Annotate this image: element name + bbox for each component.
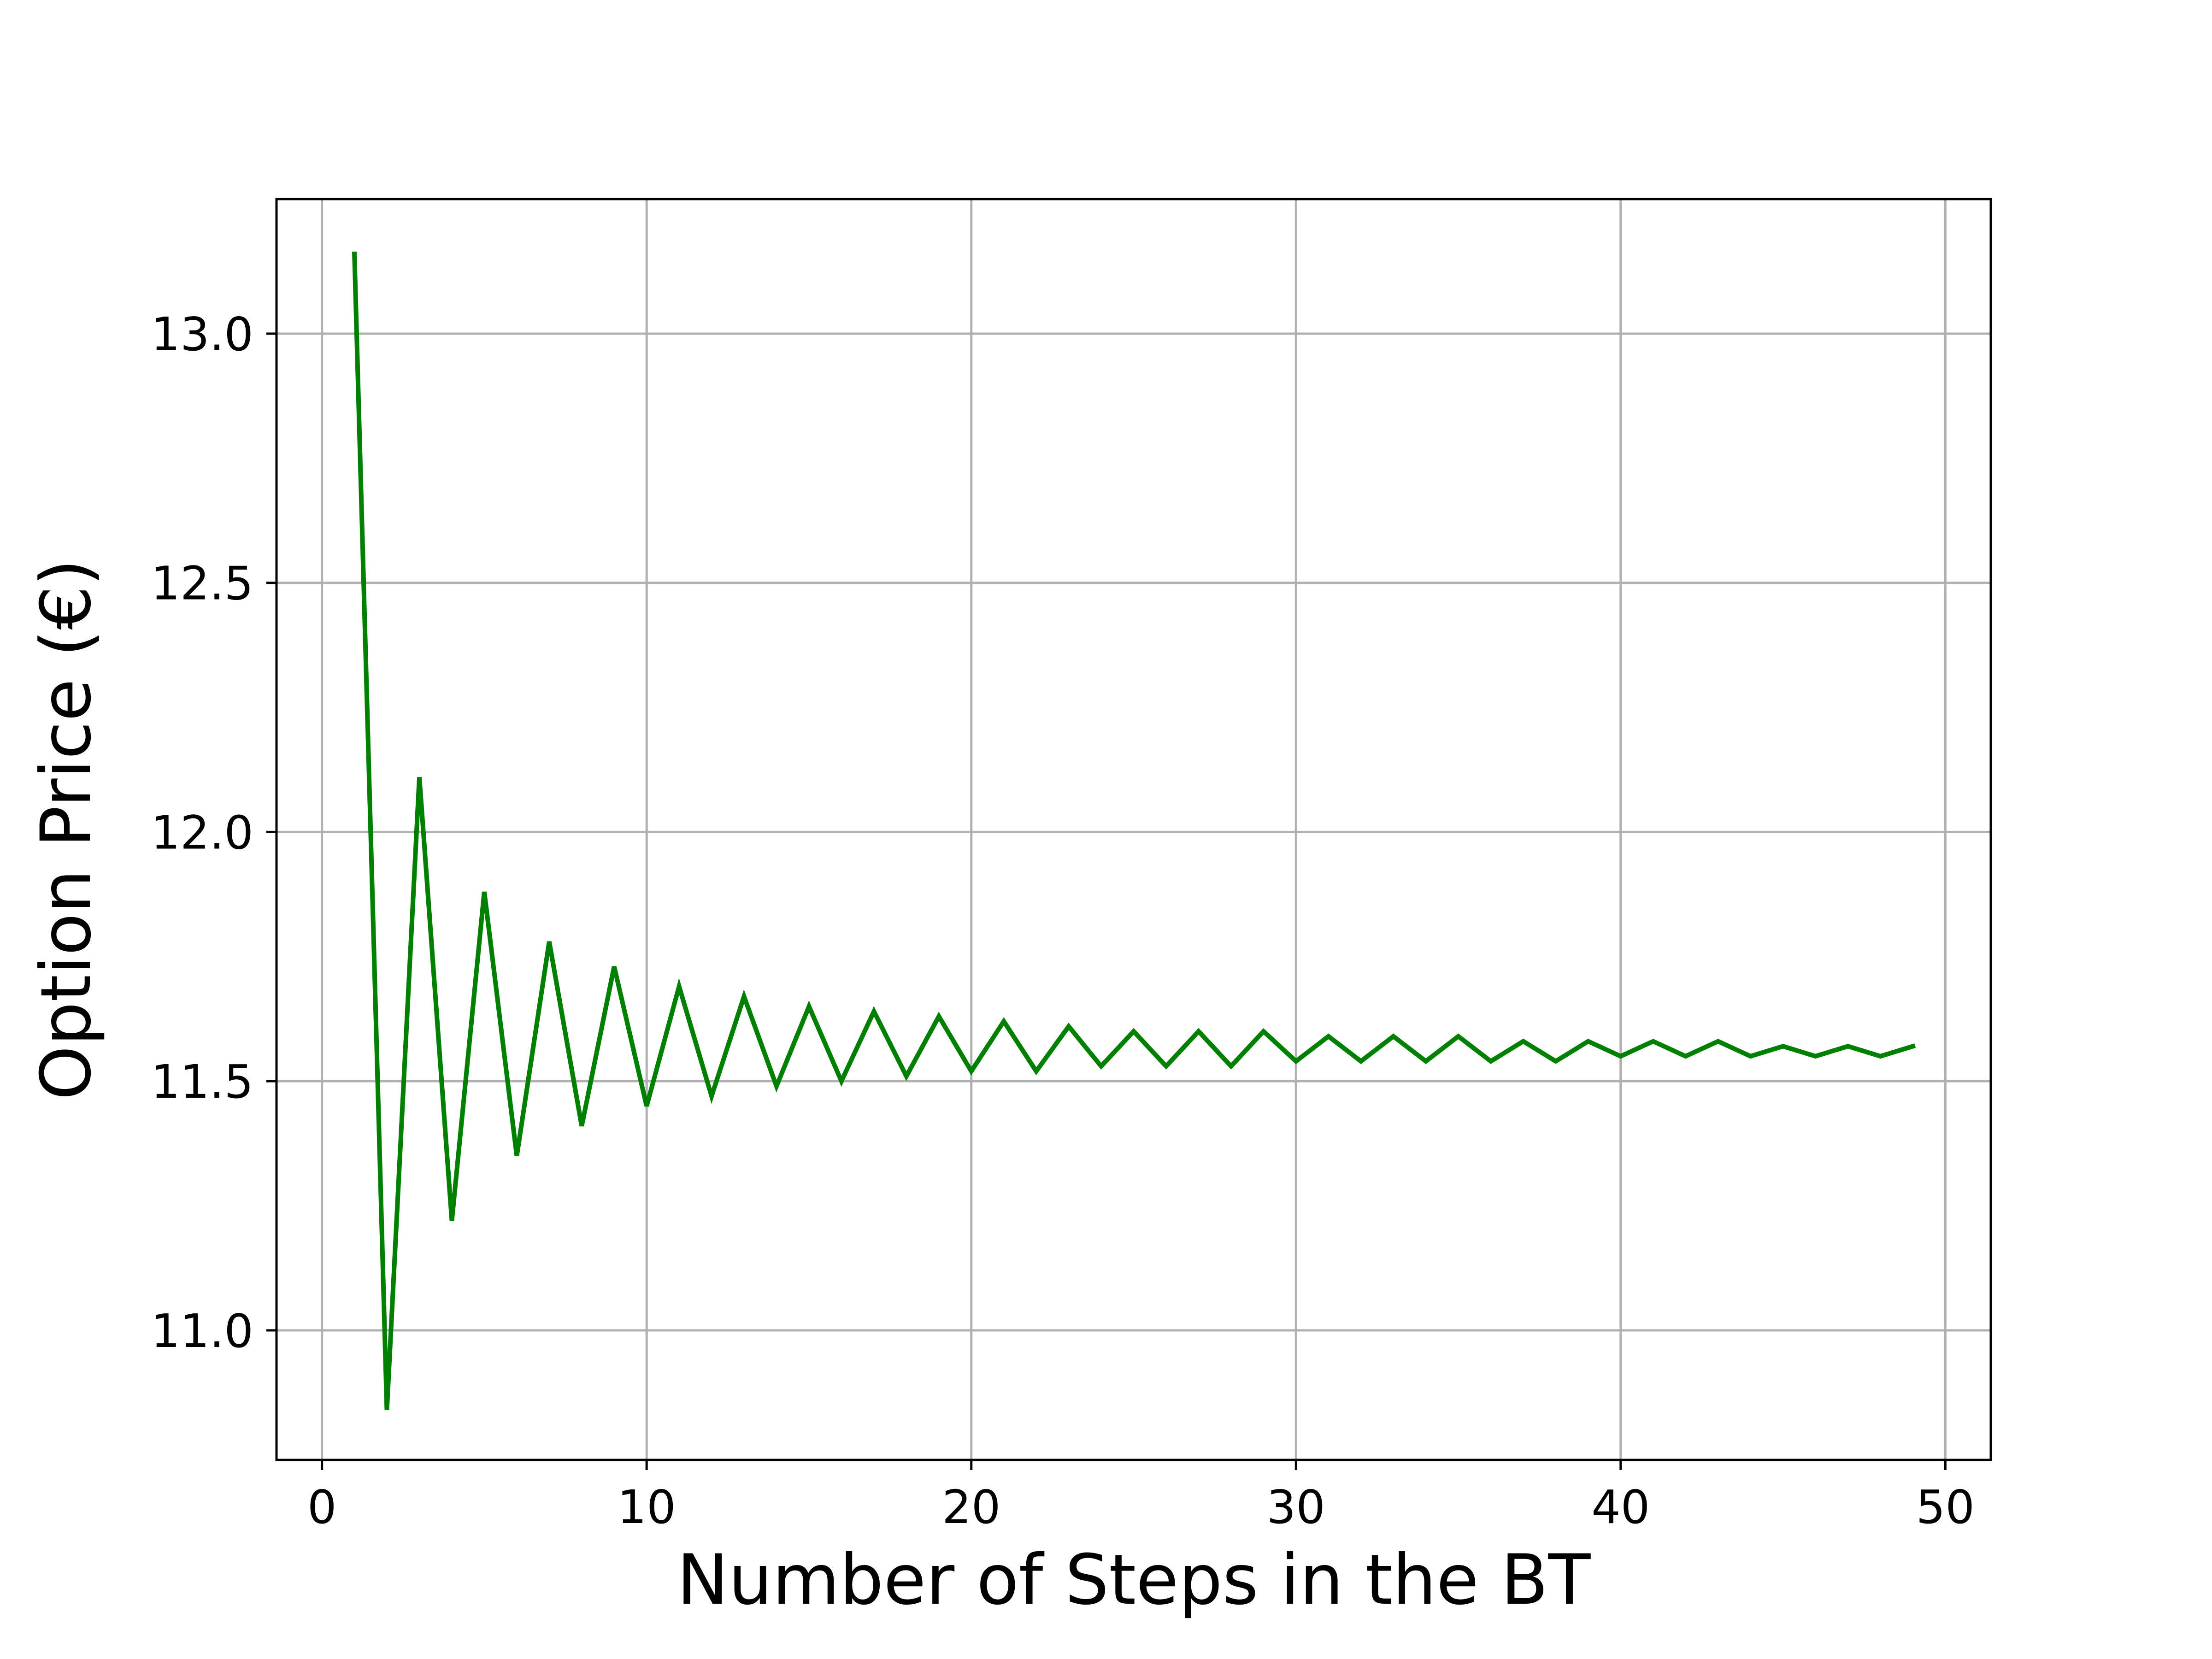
grid-lines xyxy=(276,199,1991,1460)
ticks-group xyxy=(266,332,1947,1470)
x-tick-label: 20 xyxy=(942,1480,1000,1534)
y-axis-label: Option Price (€) xyxy=(26,559,106,1100)
y-tick-label: 12.5 xyxy=(151,557,253,611)
x-tick-label: 10 xyxy=(618,1480,676,1534)
x-tick-label: 40 xyxy=(1591,1480,1650,1534)
tick-labels-group: 0 10 20 30 40 50 11.0 11.5 12.0 12.5 13.0 xyxy=(151,307,1975,1534)
x-tick-label: 50 xyxy=(1916,1480,1975,1534)
plot-frame xyxy=(275,198,1992,1461)
x-tick-label: 0 xyxy=(307,1480,337,1534)
series-group xyxy=(352,251,1916,1411)
y-tick-label: 11.0 xyxy=(151,1304,253,1358)
y-tick-label: 13.0 xyxy=(151,307,253,361)
x-axis-label: Number of Steps in the BT xyxy=(677,1540,1591,1620)
x-tick-label: 30 xyxy=(1267,1480,1325,1534)
y-tick-label: 12.0 xyxy=(151,806,253,859)
series-line xyxy=(352,251,1916,1411)
y-tick-label: 11.5 xyxy=(151,1055,253,1109)
